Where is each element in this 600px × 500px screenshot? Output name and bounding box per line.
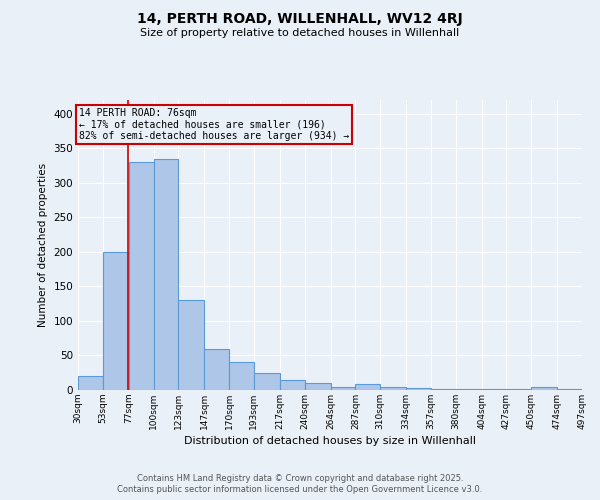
Bar [154,158,178,390]
Bar [531,386,557,390]
Bar [557,388,582,390]
Bar [103,252,129,390]
Bar [204,348,229,390]
Bar [456,388,482,390]
Bar [482,388,506,390]
Bar [280,380,305,390]
Bar [229,362,254,390]
Bar [178,300,204,390]
Bar [355,384,380,390]
Bar [254,372,280,390]
Bar [380,386,406,390]
Text: Size of property relative to detached houses in Willenhall: Size of property relative to detached ho… [140,28,460,38]
Bar [406,388,431,390]
Bar [129,162,154,390]
Text: 14, PERTH ROAD, WILLENHALL, WV12 4RJ: 14, PERTH ROAD, WILLENHALL, WV12 4RJ [137,12,463,26]
Bar [305,383,331,390]
Text: 14 PERTH ROAD: 76sqm
← 17% of detached houses are smaller (196)
82% of semi-deta: 14 PERTH ROAD: 76sqm ← 17% of detached h… [79,108,349,142]
Bar [331,386,355,390]
Text: Contains HM Land Registry data © Crown copyright and database right 2025.
Contai: Contains HM Land Registry data © Crown c… [118,474,482,494]
X-axis label: Distribution of detached houses by size in Willenhall: Distribution of detached houses by size … [184,436,476,446]
Y-axis label: Number of detached properties: Number of detached properties [38,163,48,327]
Bar [431,388,456,390]
Bar [78,376,103,390]
